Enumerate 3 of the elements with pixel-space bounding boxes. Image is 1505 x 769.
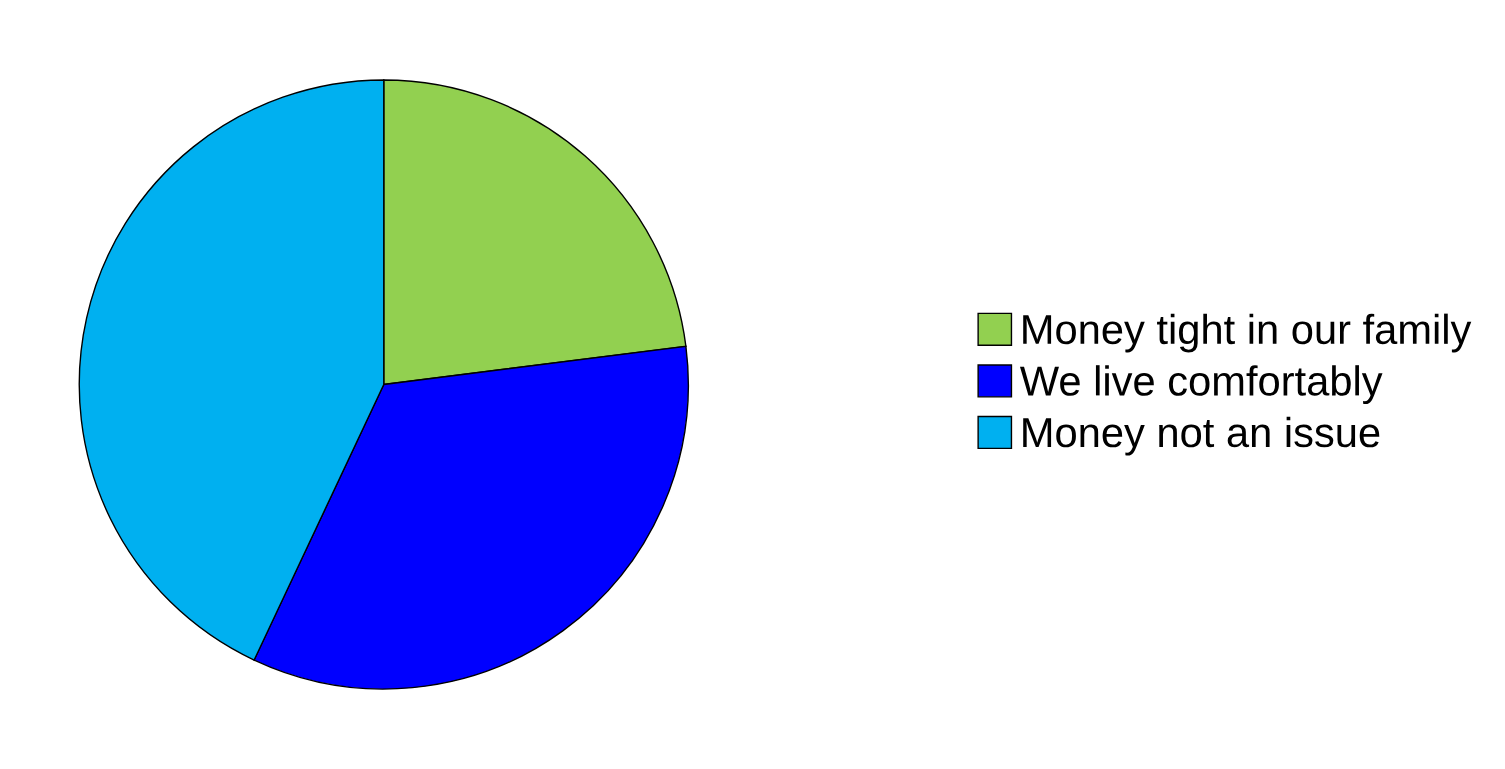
legend-label: Money tight in our family	[1023, 313, 1472, 353]
legend-label: We live comfortably	[1019, 365, 1383, 405]
legend-label: Money not an issue	[1023, 416, 1380, 456]
